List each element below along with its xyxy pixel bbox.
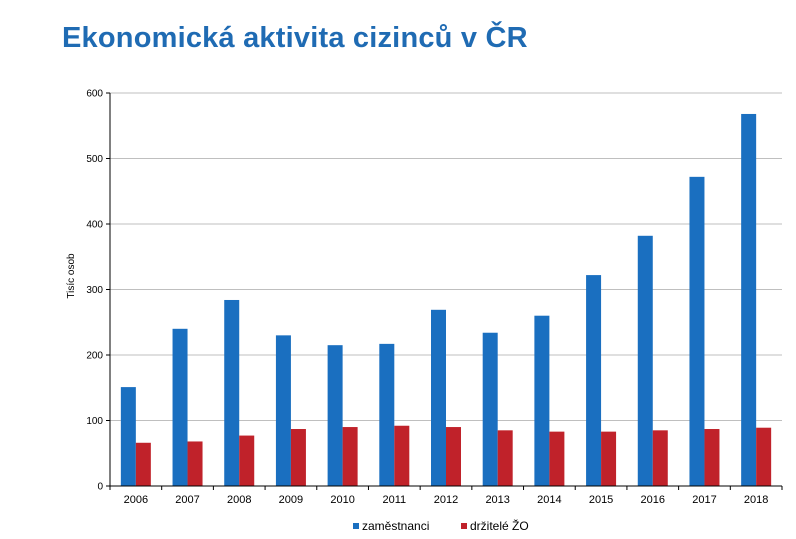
x-tick-label: 2014 xyxy=(537,494,561,506)
bar-employees-2016 xyxy=(637,235,653,486)
bar-trade-license-2014 xyxy=(549,431,565,486)
x-tick-label: 2008 xyxy=(227,494,251,506)
bar-trade-license-2013 xyxy=(497,430,513,486)
x-tick-label: 2011 xyxy=(382,494,406,506)
y-tick-label: 200 xyxy=(86,351,103,362)
bar-trade-license-2018 xyxy=(756,427,772,486)
legend-label: zaměstnanci xyxy=(362,519,429,533)
bar-employees-2018 xyxy=(741,113,757,487)
bar-trade-license-2007 xyxy=(187,441,203,486)
bar-employees-2015 xyxy=(586,275,602,486)
bar-employees-2017 xyxy=(689,176,705,486)
bar-trade-license-2011 xyxy=(394,425,410,486)
y-tick-label: 600 xyxy=(86,89,103,100)
legend-swatch xyxy=(353,523,359,529)
x-tick-label: 2016 xyxy=(641,494,665,506)
bar-employees-2011 xyxy=(379,343,395,486)
x-tick-label: 2010 xyxy=(330,494,354,506)
x-tick-label: 2017 xyxy=(692,494,716,506)
bar-employees-2009 xyxy=(275,335,291,486)
x-tick-label: 2018 xyxy=(744,494,768,506)
x-tick-label: 2015 xyxy=(589,494,613,506)
page-title: Ekonomická aktivita cizinců v ČR xyxy=(62,22,528,54)
bars xyxy=(120,113,772,487)
x-tick-label: 2009 xyxy=(279,494,303,506)
legend-label: držitelé ŽO xyxy=(470,518,529,533)
bar-trade-license-2009 xyxy=(290,429,306,486)
y-tick-label: 300 xyxy=(86,285,103,296)
axes: 0 100 200 300 400 500 600 2006 2007 2008 2009 2010 2… xyxy=(86,89,783,506)
bar-trade-license-2006 xyxy=(135,442,151,486)
y-tick-label: 100 xyxy=(86,416,103,427)
legend: zaměstnanci držitelé ŽO xyxy=(353,518,529,533)
x-tick-label: 2007 xyxy=(175,494,199,506)
bar-employees-2014 xyxy=(534,315,550,486)
bar-employees-2010 xyxy=(327,345,343,486)
bar-trade-license-2010 xyxy=(342,427,358,486)
bar-trade-license-2015 xyxy=(601,431,617,486)
bar-employees-2012 xyxy=(431,309,446,486)
y-tick-label: 500 xyxy=(86,154,103,165)
bar-trade-license-2016 xyxy=(652,430,668,486)
x-tick-label: 2006 xyxy=(124,494,148,506)
y-tick-label: 400 xyxy=(86,220,103,231)
y-axis-title: Tisíc osob xyxy=(66,253,77,299)
bar-trade-license-2012 xyxy=(446,427,461,486)
x-tick-label: 2012 xyxy=(434,494,458,506)
legend-swatch xyxy=(461,523,467,529)
bar-employees-2008 xyxy=(224,299,240,486)
bar-employees-2007 xyxy=(172,328,188,486)
y-tick-label: 0 xyxy=(97,482,103,493)
bar-trade-license-2017 xyxy=(704,429,720,486)
bar-employees-2013 xyxy=(482,332,498,486)
x-tick-label: 2013 xyxy=(485,494,509,506)
bar-employees-2006 xyxy=(120,387,136,486)
bar-trade-license-2008 xyxy=(239,435,255,486)
